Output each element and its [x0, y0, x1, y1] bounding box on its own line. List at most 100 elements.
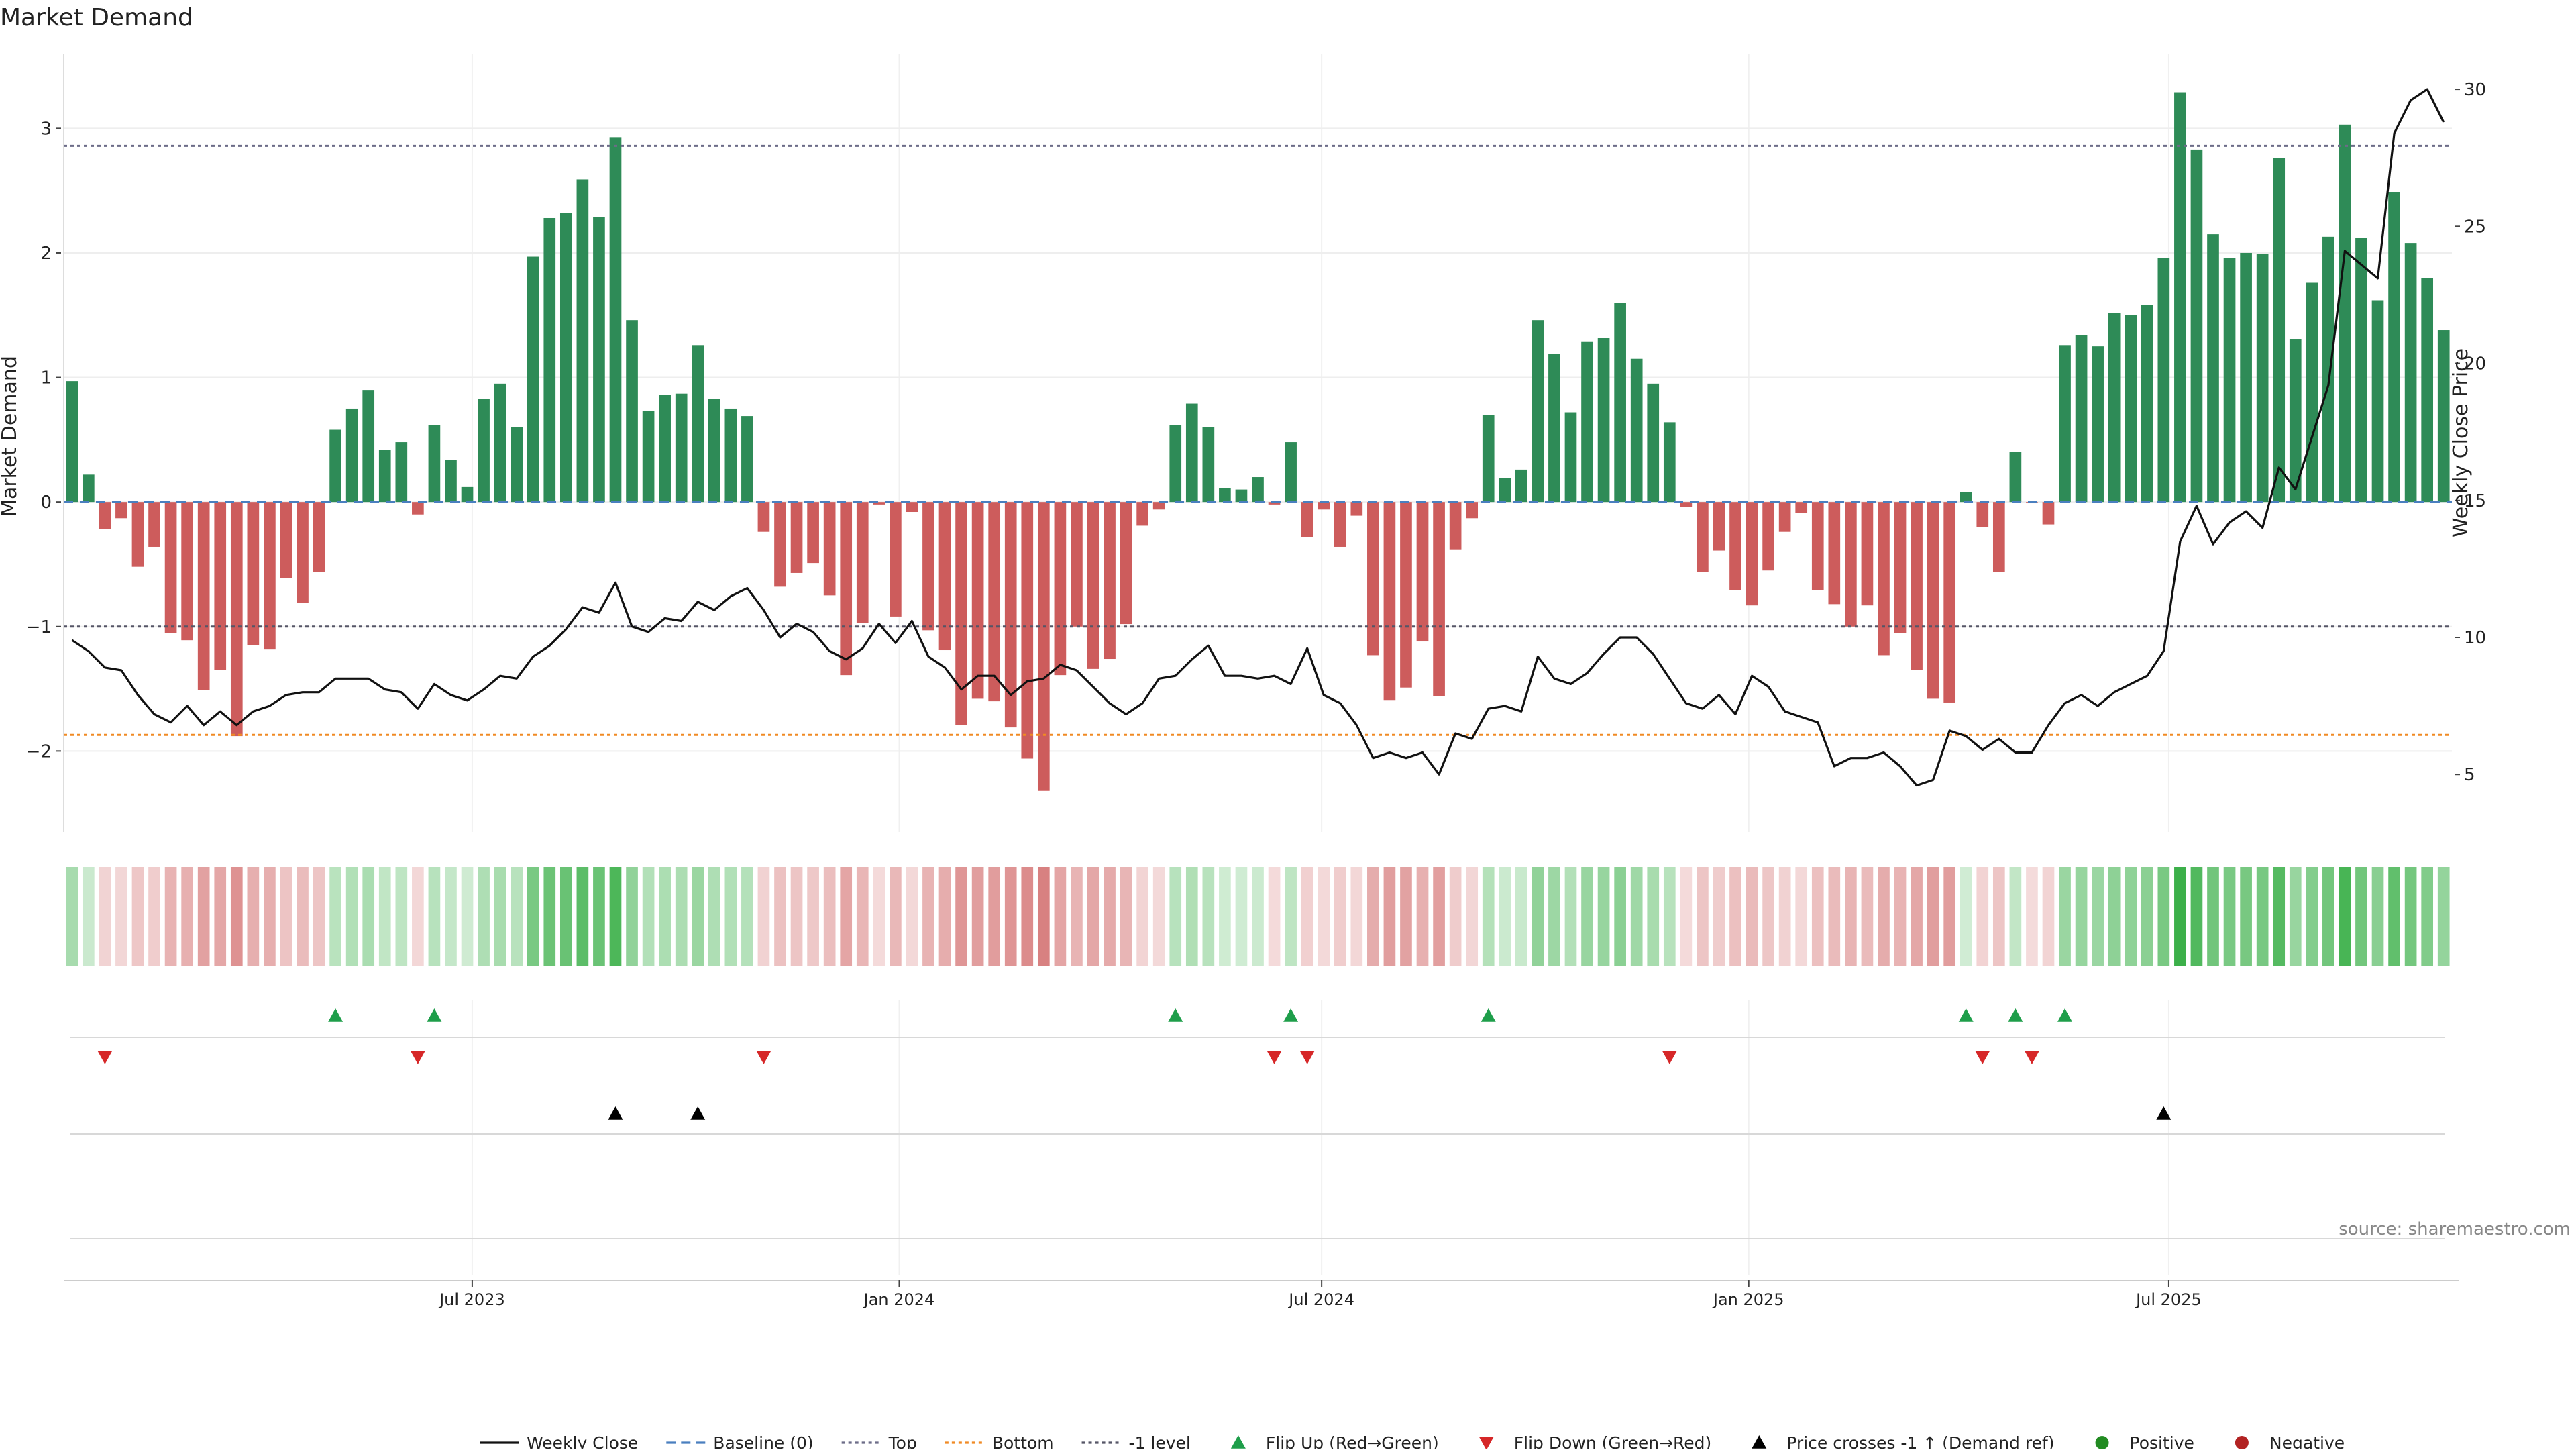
demand-bar [1762, 502, 1774, 571]
x-tick-label: Jan 2025 [1712, 1290, 1784, 1309]
heat-tile [1663, 867, 1676, 966]
heat-tile [395, 867, 408, 966]
heat-tile [1400, 867, 1412, 966]
y-tick-label: 3 [40, 119, 52, 139]
demand-bar [1301, 502, 1313, 537]
demand-bar [2174, 92, 2186, 503]
heat-tile [2009, 867, 2022, 966]
demand-bar [247, 502, 260, 645]
heat-tile [807, 867, 819, 966]
demand-bar [642, 411, 655, 503]
demand-bar [1185, 403, 1198, 503]
heat-tile [543, 867, 556, 966]
heat-tile [774, 867, 786, 966]
flip-down-marker [1662, 1051, 1677, 1064]
demand-bar [1515, 469, 1527, 503]
flip-down-marker [410, 1051, 425, 1064]
heat-tile [1136, 867, 1148, 966]
heat-tile [1004, 867, 1017, 966]
heat-tile [1120, 867, 1132, 966]
heat-tile [1713, 867, 1725, 966]
demand-bar [1943, 502, 1956, 703]
heat-tile [988, 867, 1001, 966]
flip-up-markers [328, 1008, 2073, 1022]
demand-heat-strip [66, 867, 2450, 966]
demand-bar [1746, 502, 1758, 606]
source-note: source: sharemaestro.com [2339, 1219, 2571, 1239]
demand-bar [1845, 502, 1857, 627]
y2-tick-label: 25 [2464, 217, 2486, 237]
heat-tile [66, 867, 78, 966]
heat-tile [1581, 867, 1593, 966]
heat-tile [1087, 867, 1099, 966]
y2-tick-label: 15 [2464, 491, 2486, 511]
heat-tile [1037, 867, 1050, 966]
price-cross-marker [2156, 1106, 2171, 1120]
heat-tile [1614, 867, 1626, 966]
demand-bar [494, 383, 506, 503]
heat-tile [297, 867, 309, 966]
demand-bar [543, 217, 556, 503]
demand-bar [2125, 315, 2137, 503]
demand-bar [197, 502, 210, 690]
demand-bar [2404, 243, 2417, 503]
reference-lines [64, 144, 2452, 736]
heat-tile [214, 867, 227, 966]
demand-bar [906, 502, 918, 513]
demand-bar [1466, 502, 1479, 519]
heat-tile [2404, 867, 2417, 966]
demand-bar [1927, 502, 1939, 699]
demand-bar [2240, 252, 2252, 503]
heat-tile [1499, 867, 1511, 966]
demand-bar [1104, 502, 1116, 660]
y-tick-label: 2 [40, 244, 52, 264]
heat-tile [2355, 867, 2367, 966]
heat-tile [2125, 867, 2137, 966]
demand-bar [823, 502, 836, 596]
heat-tile [412, 867, 424, 966]
heat-tile [1992, 867, 2005, 966]
demand-bar [527, 256, 539, 503]
heat-tile [1778, 867, 1791, 966]
heat-tile [329, 867, 341, 966]
heat-tile [626, 867, 638, 966]
demand-bar [724, 408, 737, 503]
demand-bar [1729, 502, 1741, 590]
demand-bar [2289, 339, 2302, 503]
heat-tile [576, 867, 589, 966]
legend-label: Baseline (0) [713, 1433, 813, 1449]
heat-tile [378, 867, 391, 966]
heat-tile [478, 867, 490, 966]
demand-bar [362, 390, 375, 503]
demand-bar [1087, 502, 1099, 669]
demand-bar [1350, 502, 1363, 516]
demand-bar [2306, 282, 2318, 503]
demand-bar [1878, 502, 1890, 656]
heat-tile [2339, 867, 2351, 966]
heat-tile [247, 867, 260, 966]
legend-item: Bottom [945, 1433, 1054, 1452]
heat-tile [1976, 867, 1989, 966]
legend-swatch [1479, 1437, 1494, 1450]
demand-bar [1383, 502, 1396, 701]
demand-bar [1581, 341, 1593, 503]
heat-tile [1828, 867, 1841, 966]
flip-down-marker [97, 1051, 113, 1064]
heat-tile [1894, 867, 1907, 966]
heat-tile [1252, 867, 1264, 966]
demand-bar [1037, 502, 1050, 791]
heat-tile [823, 867, 836, 966]
demand-bar [692, 345, 704, 503]
heat-tile [1647, 867, 1660, 966]
heat-tile [840, 867, 853, 966]
heat-tile [708, 867, 720, 966]
demand-bar [1597, 338, 1610, 503]
demand-bar [741, 416, 753, 503]
heat-tile [1071, 867, 1083, 966]
price-cross-markers [608, 1106, 2171, 1120]
demand-bar [1004, 502, 1017, 728]
legend-item: -1 level [1081, 1433, 1191, 1452]
demand-bar [2223, 258, 2236, 503]
heat-tile [2141, 867, 2153, 966]
